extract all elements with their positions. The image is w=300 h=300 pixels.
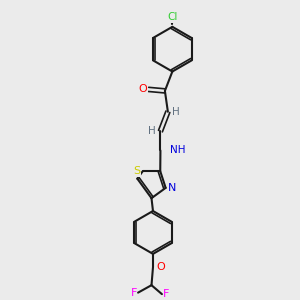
Text: F: F [163, 289, 170, 299]
Text: NH: NH [170, 146, 185, 155]
Text: N: N [167, 183, 176, 193]
Text: F: F [130, 288, 137, 298]
Text: H: H [148, 126, 156, 136]
Text: O: O [139, 84, 148, 94]
Text: S: S [133, 166, 140, 176]
Text: Cl: Cl [167, 12, 178, 22]
Text: O: O [156, 262, 165, 272]
Text: H: H [172, 107, 180, 117]
